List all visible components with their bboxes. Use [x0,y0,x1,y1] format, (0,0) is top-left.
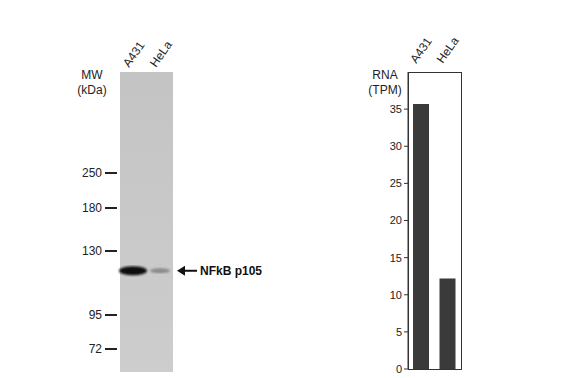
svg-text:RNA: RNA [372,68,397,82]
svg-text:250: 250 [82,166,102,180]
svg-text:10: 10 [390,289,402,301]
svg-text:(TPM): (TPM) [368,83,401,97]
svg-text:NFkB p105: NFkB p105 [200,264,262,278]
svg-text:25: 25 [390,177,402,189]
svg-text:A431: A431 [407,34,435,65]
svg-text:72: 72 [89,342,103,356]
svg-text:30: 30 [390,140,402,152]
svg-text:35: 35 [390,103,402,115]
svg-text:95: 95 [89,308,103,322]
svg-text:130: 130 [82,244,102,258]
svg-text:0: 0 [396,363,402,375]
svg-text:20: 20 [390,214,402,226]
svg-text:HeLa: HeLa [147,38,175,70]
svg-text:180: 180 [82,201,102,215]
svg-text:MW: MW [81,68,103,82]
svg-text:A431: A431 [120,38,148,69]
svg-text:HeLa: HeLa [434,34,462,66]
svg-text:(kDa): (kDa) [77,83,106,97]
svg-text:5: 5 [396,326,402,338]
svg-text:15: 15 [390,252,402,264]
